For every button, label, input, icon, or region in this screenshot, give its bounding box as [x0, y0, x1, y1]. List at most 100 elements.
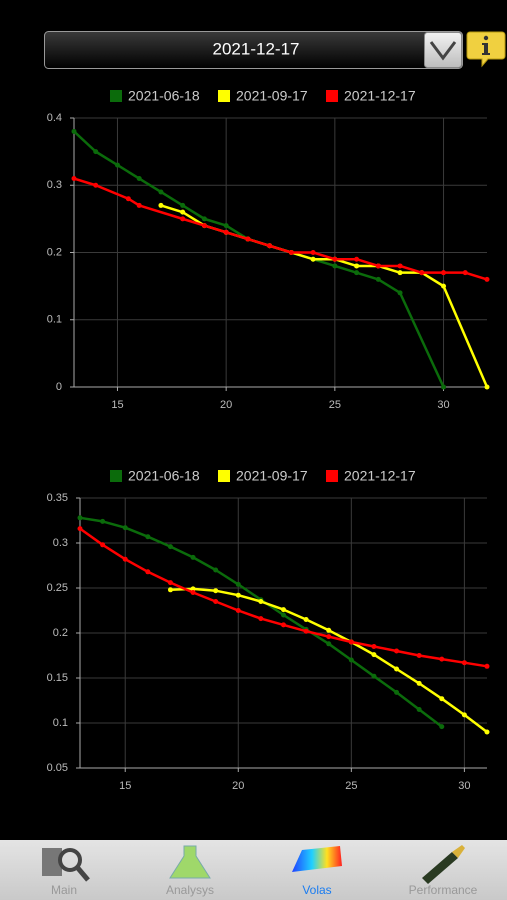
- dropdown-box: [44, 31, 463, 69]
- series-line: [79, 516, 443, 728]
- y-tick-label: 0.1: [47, 314, 62, 326]
- tab-icon: [422, 852, 458, 884]
- data-point: [136, 176, 142, 182]
- data-point: [258, 616, 264, 622]
- x-tick-label: 20: [232, 780, 244, 792]
- data-point: [100, 518, 106, 524]
- data-point: [122, 556, 128, 562]
- y-tick-label: 0.4: [47, 112, 62, 124]
- legend-label: 2021-09-17: [236, 468, 308, 484]
- data-point: [303, 617, 309, 622]
- data-point: [397, 263, 403, 269]
- info-button[interactable]: [466, 31, 506, 68]
- tab-icon: [452, 845, 465, 858]
- data-point: [223, 223, 229, 229]
- data-point: [332, 256, 338, 262]
- data-point: [416, 680, 422, 686]
- x-tick-label: 25: [329, 399, 341, 411]
- chevron-icon: [429, 41, 457, 61]
- data-point: [310, 250, 316, 255]
- data-point: [332, 263, 338, 269]
- data-point: [354, 270, 360, 276]
- data-point: [190, 554, 196, 560]
- tab-bar-bg: [0, 840, 507, 900]
- tab-bar: Main Analysys Volas Performance: [0, 840, 507, 900]
- series-line: [170, 587, 488, 733]
- y-tick-label: 0.05: [47, 762, 68, 774]
- legend-label: 2021-06-18: [128, 88, 200, 104]
- info-dot: [483, 35, 489, 41]
- data-point: [235, 608, 241, 613]
- data-point: [180, 202, 186, 208]
- legend-label: 2021-06-18: [128, 468, 200, 484]
- legend-swatch: [218, 90, 230, 102]
- x-tick-label: 30: [458, 780, 470, 792]
- data-point: [439, 696, 445, 702]
- data-point: [281, 622, 286, 628]
- data-point: [235, 592, 241, 598]
- tab-main[interactable]: Main: [42, 848, 90, 897]
- selected-date: 2021-12-17: [213, 39, 300, 58]
- info-stem: [482, 43, 490, 55]
- series-line: [73, 177, 488, 281]
- tab-performance[interactable]: Performance: [409, 845, 478, 897]
- chart: 0 0.1 0.2 0.3 0.4 15 20 25 30 2021-06-18 2021-09-1…: [47, 88, 490, 411]
- legend-label: 2021-09-17: [236, 88, 308, 104]
- data-point: [371, 652, 377, 658]
- data-point: [326, 627, 332, 633]
- data-point: [190, 590, 196, 595]
- data-point: [125, 196, 131, 202]
- data-point: [462, 270, 468, 276]
- legend-swatch: [110, 470, 122, 482]
- data-point: [77, 526, 83, 532]
- data-point: [158, 189, 164, 195]
- data-point: [371, 644, 377, 649]
- data-point: [326, 641, 332, 647]
- y-tick-label: 0.25: [47, 582, 68, 594]
- data-point: [100, 542, 106, 548]
- data-point: [122, 525, 128, 531]
- data-point: [375, 276, 381, 282]
- y-tick-label: 0: [56, 381, 62, 393]
- tab-volas[interactable]: Volas: [292, 846, 342, 897]
- data-point: [180, 209, 186, 215]
- data-point: [419, 270, 425, 276]
- data-point: [190, 586, 196, 592]
- data-point: [397, 290, 403, 296]
- data-point: [310, 256, 316, 262]
- data-point: [375, 263, 381, 269]
- series-line: [79, 527, 488, 668]
- tab-icon: [169, 845, 211, 879]
- x-tick-label: 15: [111, 399, 123, 411]
- data-point: [213, 567, 219, 573]
- data-point: [267, 243, 273, 249]
- tab-icon: [75, 865, 90, 882]
- data-point: [484, 663, 490, 669]
- data-point: [394, 666, 400, 672]
- data-point: [441, 270, 447, 276]
- data-point: [348, 639, 354, 645]
- data-point: [145, 569, 151, 575]
- data-point: [441, 283, 447, 289]
- data-point: [354, 256, 360, 262]
- data-point: [167, 587, 173, 593]
- data-point: [348, 657, 354, 663]
- data-point: [93, 182, 99, 188]
- x-tick-label: 30: [437, 399, 449, 411]
- data-point: [258, 599, 264, 604]
- x-tick-label: 25: [345, 780, 357, 792]
- date-dropdown[interactable]: 2021-12-17: [44, 31, 463, 69]
- tab-label: Volas: [302, 883, 331, 897]
- legend-label: 2021-12-17: [344, 468, 416, 484]
- y-tick-label: 0.2: [53, 627, 68, 639]
- data-point: [145, 534, 151, 540]
- data-point: [394, 648, 400, 654]
- legend: 2021-06-18 2021-09-17 2021-12-17: [110, 88, 415, 104]
- tab-analysys[interactable]: Analysys: [166, 845, 214, 897]
- tab-label: Performance: [409, 883, 478, 897]
- y-tick-label: 0.35: [47, 492, 68, 504]
- data-point: [416, 707, 422, 712]
- data-point: [484, 276, 490, 282]
- data-point: [484, 384, 490, 390]
